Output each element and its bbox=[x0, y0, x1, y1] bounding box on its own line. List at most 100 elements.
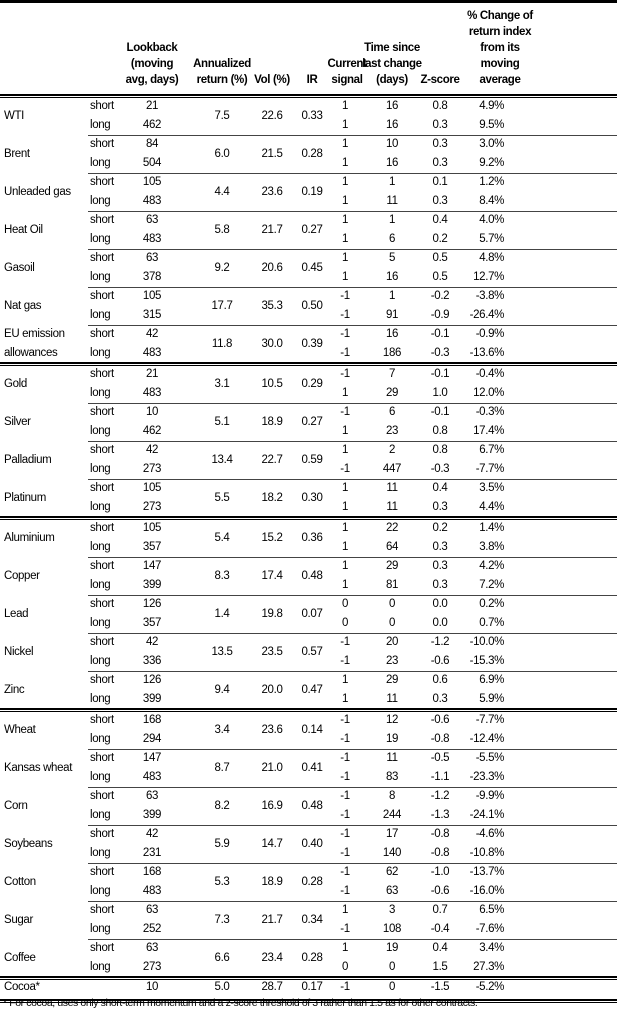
horizon-label: long bbox=[90, 271, 111, 283]
time-since-change: 12 bbox=[385, 714, 399, 726]
commodity-name: Cocoa* bbox=[4, 981, 40, 993]
time-since-change: 244 bbox=[382, 809, 402, 821]
commodity-name: Kansas wheat bbox=[4, 762, 73, 774]
pct-change: -10.8% bbox=[469, 847, 505, 859]
time-since-change: 23 bbox=[385, 655, 399, 667]
horizon-label: short bbox=[90, 444, 114, 456]
horizon-label: short bbox=[90, 636, 114, 648]
volatility: 14.7 bbox=[261, 838, 283, 850]
time-since-change: 29 bbox=[385, 387, 399, 399]
commodity-name: Nat gas bbox=[4, 300, 42, 312]
commodity-name: Wheat bbox=[4, 724, 36, 736]
pct-change: 4.4% bbox=[479, 501, 504, 513]
information-ratio: 0.48 bbox=[301, 800, 323, 812]
lookback-days: 399 bbox=[142, 579, 162, 591]
horizon-label: long bbox=[90, 157, 111, 169]
lookback-days: 42 bbox=[145, 328, 159, 340]
time-since-change: 0 bbox=[388, 981, 396, 993]
horizon-label: long bbox=[90, 733, 111, 745]
volatility: 22.6 bbox=[261, 110, 283, 122]
z-score: -0.1 bbox=[430, 368, 450, 380]
column-header-pct: % Change of return index from its moving ave… bbox=[467, 8, 533, 88]
lookback-days: 483 bbox=[142, 347, 162, 359]
current-signal: 1 bbox=[341, 579, 349, 591]
z-score: -0.8 bbox=[430, 733, 450, 745]
volatility: 23.5 bbox=[261, 646, 283, 658]
horizon-label: short bbox=[90, 714, 114, 726]
column-header-line: Annualized bbox=[193, 58, 251, 70]
current-signal: -1 bbox=[340, 347, 350, 359]
pct-change: 4.2% bbox=[479, 560, 504, 572]
lookback-days: 399 bbox=[142, 693, 162, 705]
lookback-days: 399 bbox=[142, 809, 162, 821]
horizon-label: short bbox=[90, 290, 114, 302]
horizon-label: long bbox=[90, 655, 111, 667]
column-header-line: (days) bbox=[376, 74, 408, 86]
pct-change: -12.4% bbox=[469, 733, 505, 745]
time-since-change: 11 bbox=[386, 752, 398, 764]
commodity-name: WTI bbox=[4, 110, 25, 122]
pct-change: -9.9% bbox=[475, 790, 505, 802]
z-score: 0.2 bbox=[432, 233, 448, 245]
commodity-name: EU emission bbox=[4, 328, 65, 340]
lookback-days: 273 bbox=[142, 463, 162, 475]
time-since-change: 16 bbox=[385, 328, 399, 340]
horizon-label: short bbox=[90, 942, 114, 954]
pct-change: 1.2% bbox=[479, 176, 504, 188]
information-ratio: 0.30 bbox=[301, 492, 323, 504]
lookback-days: 483 bbox=[142, 771, 162, 783]
horizon-label: short bbox=[90, 828, 114, 840]
column-header-zscore: Z-score bbox=[420, 72, 459, 88]
volatility: 35.3 bbox=[261, 300, 283, 312]
volatility: 23.4 bbox=[261, 952, 283, 964]
current-signal: 1 bbox=[341, 444, 349, 456]
row-divider bbox=[88, 633, 617, 634]
row-divider bbox=[88, 173, 617, 174]
z-score: 0.0 bbox=[432, 598, 448, 610]
volatility: 20.0 bbox=[261, 684, 283, 696]
horizon-label: short bbox=[90, 328, 114, 340]
horizon-label: long bbox=[90, 923, 111, 935]
volatility: 23.6 bbox=[261, 724, 283, 736]
row-divider bbox=[88, 249, 617, 250]
information-ratio: 0.40 bbox=[301, 838, 323, 850]
lookback-days: 168 bbox=[142, 866, 162, 878]
current-signal: 1 bbox=[341, 693, 349, 705]
current-signal: 1 bbox=[341, 119, 349, 131]
commodity-name: Sugar bbox=[4, 914, 33, 926]
annualized-return: 13.4 bbox=[211, 454, 233, 466]
volatility: 21.7 bbox=[261, 224, 283, 236]
information-ratio: 0.29 bbox=[301, 378, 323, 390]
lookback-days: 42 bbox=[145, 444, 159, 456]
commodity-name: Nickel bbox=[4, 646, 34, 658]
lookback-days: 42 bbox=[145, 636, 159, 648]
horizon-label: long bbox=[90, 501, 111, 513]
current-signal: -1 bbox=[340, 655, 350, 667]
z-score: -1.2 bbox=[430, 790, 450, 802]
pct-change: -0.3% bbox=[475, 406, 505, 418]
horizon-label: long bbox=[90, 463, 111, 475]
current-signal: 1 bbox=[341, 522, 349, 534]
row-divider bbox=[88, 787, 617, 788]
lookback-days: 483 bbox=[142, 195, 162, 207]
time-since-change: 447 bbox=[382, 463, 402, 475]
commodity-name: Platinum bbox=[4, 492, 46, 504]
current-signal: -1 bbox=[340, 771, 350, 783]
time-since-change: 1 bbox=[388, 290, 396, 302]
time-since-change: 11 bbox=[386, 693, 398, 705]
horizon-label: short bbox=[90, 866, 114, 878]
pct-change: 6.7% bbox=[479, 444, 504, 456]
annualized-return: 8.7 bbox=[214, 762, 230, 774]
annualized-return: 8.2 bbox=[214, 800, 230, 812]
z-score: 0.4 bbox=[432, 214, 448, 226]
commodity-name: Unleaded gas bbox=[4, 186, 71, 198]
time-since-change: 1 bbox=[388, 176, 396, 188]
z-score: -0.3 bbox=[430, 463, 450, 475]
horizon-label: long bbox=[90, 961, 111, 973]
time-since-change: 16 bbox=[385, 100, 399, 112]
current-signal: -1 bbox=[340, 463, 350, 475]
current-signal: 1 bbox=[341, 501, 349, 513]
commodity-name: Silver bbox=[4, 416, 31, 428]
z-score: 0.5 bbox=[432, 271, 448, 283]
horizon-label: long bbox=[90, 541, 111, 553]
